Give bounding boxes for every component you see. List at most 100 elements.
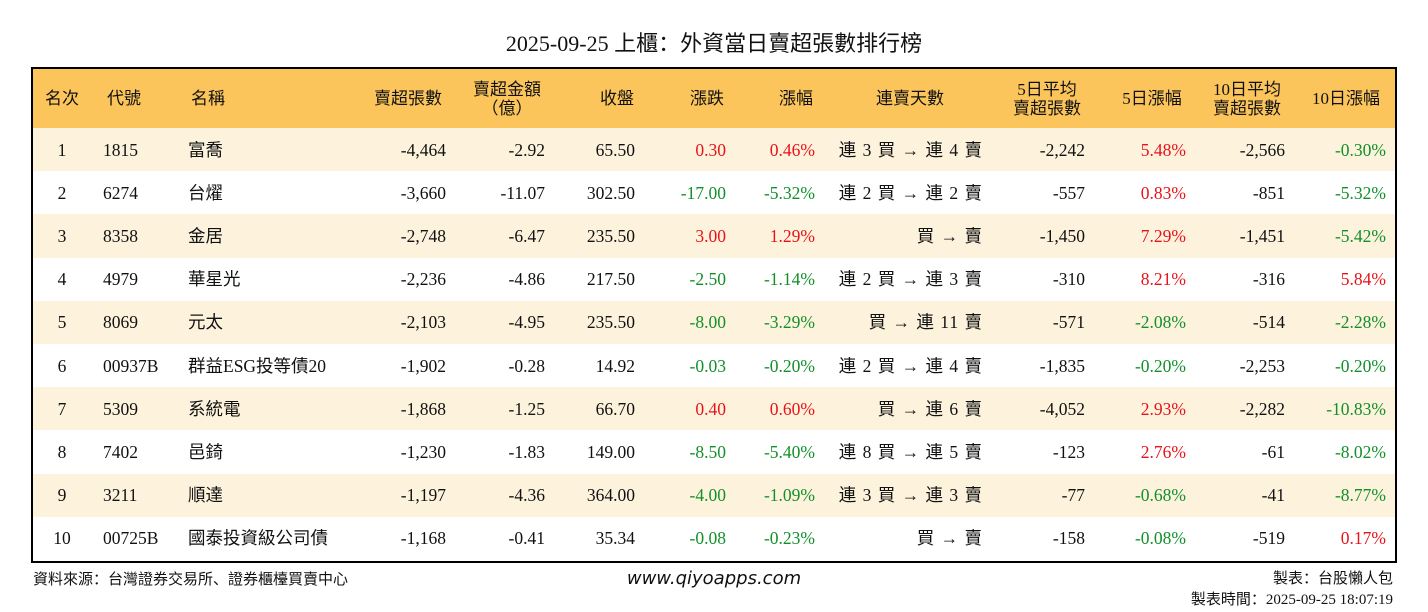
cell: -1,230 — [400, 442, 446, 462]
cell: 4979 — [103, 269, 138, 290]
cell: -519 — [1252, 528, 1285, 549]
column-header: 10日漲幅 — [1286, 89, 1406, 108]
header-line: 賣超張數 — [374, 89, 442, 108]
cell: -1.09% — [763, 485, 815, 506]
cell: 2.76% — [1140, 442, 1186, 462]
row-band — [33, 128, 1395, 172]
row-band — [33, 214, 1395, 258]
cell: -6.47 — [508, 226, 545, 246]
cell: 7402 — [103, 442, 138, 462]
cell: -1,451 — [1239, 226, 1285, 246]
cell: 1 — [57, 139, 67, 160]
header-line: 代號 — [107, 89, 141, 108]
cell: 217.50 — [586, 269, 635, 290]
cell: 7.29% — [1140, 226, 1186, 246]
cell: -1,835 — [1039, 355, 1085, 376]
cell: 364.00 — [586, 485, 635, 506]
cell: -4,052 — [1039, 398, 1085, 419]
cell: -310 — [1052, 269, 1085, 290]
cell: -8.77% — [1334, 485, 1386, 506]
cell: 買 → 連 11 賣 — [868, 312, 983, 333]
cell: -123 — [1052, 442, 1085, 462]
website: www.qiyoapps.com — [626, 568, 802, 589]
cell: -1,450 — [1039, 226, 1085, 246]
column-header: 連賣天數 — [850, 89, 970, 108]
cell: 235.50 — [586, 312, 635, 333]
cell: -2.50 — [689, 269, 726, 290]
header-line: 連賣天數 — [876, 89, 944, 108]
cell: 買 → 連 6 賣 — [877, 398, 983, 419]
cell: 3 — [57, 226, 67, 246]
row-band — [33, 387, 1395, 431]
cell: -0.23% — [763, 528, 815, 549]
cell: 買 → 賣 — [916, 226, 983, 246]
time: 製表時間：2025-09-25 18:07:19 — [1190, 592, 1393, 608]
column-header: 5日漲幅 — [1092, 89, 1212, 108]
cell: -0.41 — [508, 528, 545, 549]
cell: 富喬 — [188, 139, 223, 160]
cell: -2,103 — [400, 312, 446, 333]
cell: 連 2 買 → 連 2 賣 — [838, 182, 983, 203]
header-line: 名次 — [45, 89, 79, 108]
cell: -316 — [1252, 269, 1285, 290]
cell: 5309 — [103, 398, 138, 419]
cell: -0.20% — [1134, 355, 1186, 376]
cell: -1.25 — [508, 398, 545, 419]
column-header: 10日平均 賣超張數 — [1187, 80, 1307, 118]
cell: 順達 — [188, 485, 223, 506]
cell: -0.28 — [508, 355, 545, 376]
cell: 8069 — [103, 312, 138, 333]
column-header: 賣超張數 — [348, 89, 468, 108]
header-line: 漲跌 — [690, 89, 724, 108]
cell: 連 3 買 → 連 3 賣 — [838, 485, 983, 506]
cell: -10.83% — [1326, 398, 1386, 419]
cell: 66.70 — [595, 398, 635, 419]
column-header: 收盤 — [557, 89, 677, 108]
cell: -2.92 — [508, 139, 545, 160]
cell: -11.07 — [500, 182, 545, 203]
cell: -0.03 — [689, 355, 726, 376]
cell: -17.00 — [680, 182, 726, 203]
cell: 連 2 買 → 連 4 賣 — [838, 355, 983, 376]
column-header: 代號 — [64, 89, 184, 108]
cell: -3,660 — [400, 182, 446, 203]
cell: -0.30% — [1334, 139, 1386, 160]
header-line: 5日漲幅 — [1122, 89, 1182, 108]
cell: 2.93% — [1140, 398, 1186, 419]
cell: -8.50 — [689, 442, 726, 462]
header-line: 10日漲幅 — [1312, 89, 1380, 108]
cell: -4.95 — [508, 312, 545, 333]
cell: -571 — [1052, 312, 1085, 333]
cell: -851 — [1252, 182, 1285, 203]
cell: -4,464 — [400, 139, 446, 160]
cell: -2,566 — [1239, 139, 1285, 160]
cell: 8358 — [103, 226, 138, 246]
cell: 0.46% — [769, 139, 815, 160]
cell: -514 — [1252, 312, 1285, 333]
cell: 台燿 — [188, 182, 223, 203]
cell: -2,242 — [1039, 139, 1085, 160]
cell: 149.00 — [586, 442, 635, 462]
cell: 9 — [57, 485, 67, 506]
cell: -61 — [1261, 442, 1285, 462]
source: 資料來源：台灣證券交易所、證券櫃檯買賣中心 — [33, 572, 349, 588]
header-line: 賣超張數 — [1013, 98, 1081, 118]
cell: 2 — [57, 182, 67, 203]
title: 2025-09-25 上櫃：外資當日賣超張數排行榜 — [505, 31, 923, 56]
cell: 0.17% — [1340, 528, 1386, 549]
cell: 國泰投資級公司債 — [188, 528, 328, 549]
cell: 10 — [53, 528, 71, 549]
header-line: 10日平均 — [1213, 79, 1281, 99]
header-line: 5日平均 — [1017, 79, 1077, 99]
cell: 邑錡 — [188, 442, 223, 462]
column-header: 名稱 — [148, 89, 268, 108]
cell: -2,282 — [1239, 398, 1285, 419]
header-line: 賣超金額 — [473, 79, 541, 99]
cell: -1,168 — [400, 528, 446, 549]
cell: 00725B — [103, 528, 159, 549]
cell: -2,253 — [1239, 355, 1285, 376]
row-band — [33, 473, 1395, 517]
cell: 0.30 — [695, 139, 726, 160]
cell: -4.86 — [508, 269, 545, 290]
